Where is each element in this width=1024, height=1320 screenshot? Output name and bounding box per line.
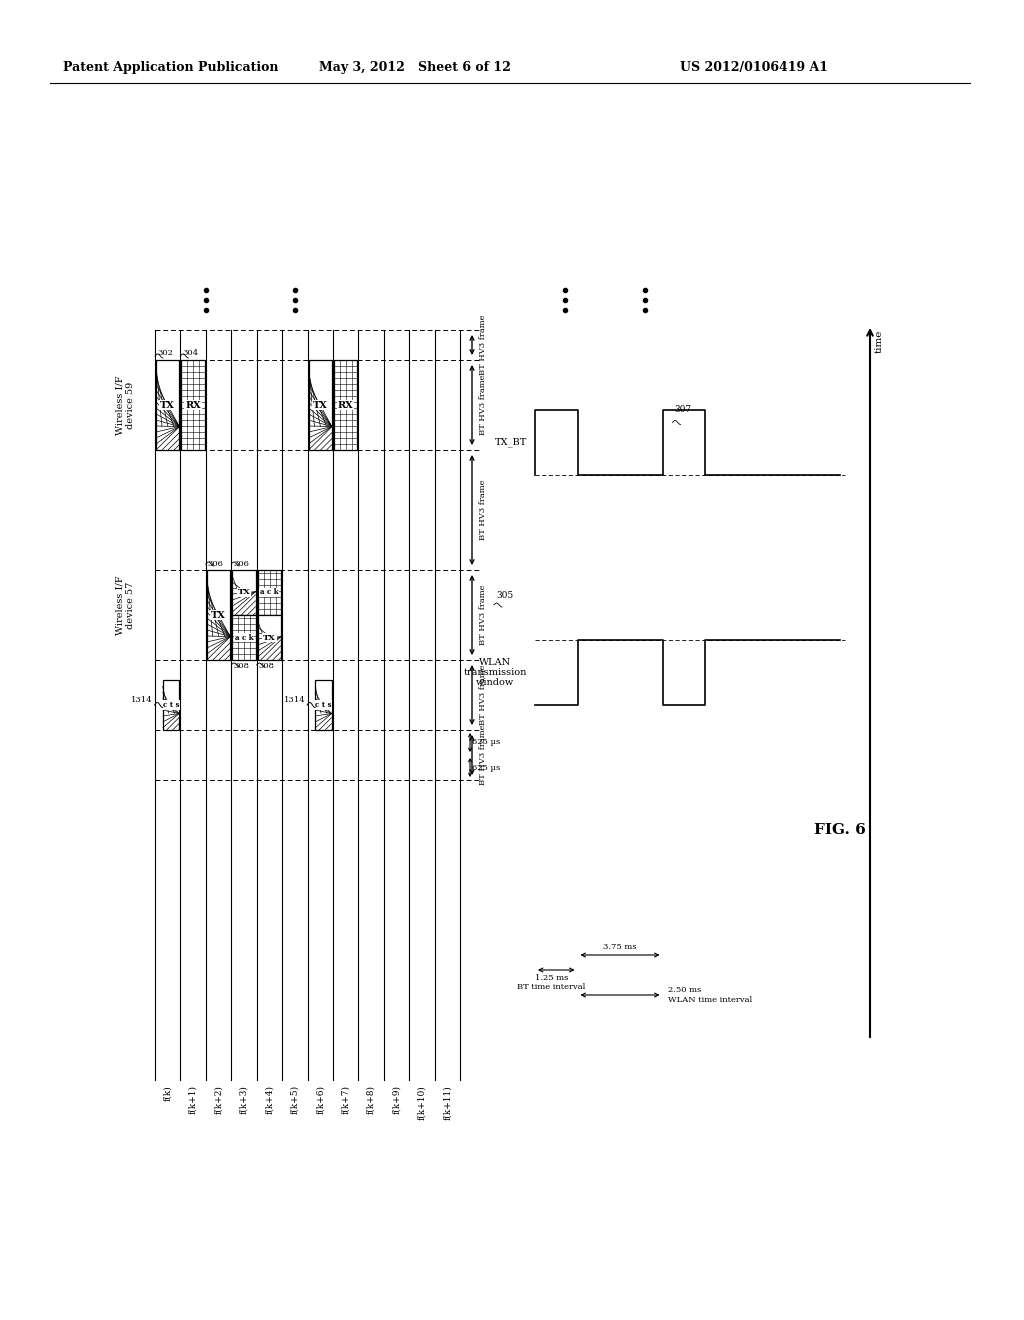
Text: TX: TX (238, 589, 250, 597)
Text: May 3, 2012   Sheet 6 of 12: May 3, 2012 Sheet 6 of 12 (319, 61, 511, 74)
Text: 304: 304 (182, 348, 199, 356)
Text: BT HV3 frame: BT HV3 frame (479, 375, 487, 436)
Text: RX: RX (338, 400, 353, 409)
Text: TX: TX (312, 400, 328, 409)
Bar (258, 615, 281, 660)
Text: TX: TX (263, 634, 275, 642)
Text: f(k+2): f(k+2) (214, 1085, 223, 1114)
Text: BT HV3 frame: BT HV3 frame (479, 725, 487, 785)
Text: f(k+1): f(k+1) (188, 1085, 198, 1114)
Bar (334, 360, 357, 450)
Text: f(k+4): f(k+4) (265, 1085, 273, 1114)
Text: 1.25 ms
BT time interval: 1.25 ms BT time interval (517, 974, 586, 991)
Text: time: time (874, 330, 884, 354)
Text: TX: TX (161, 400, 175, 409)
Bar (308, 360, 332, 450)
Text: Wireless I/F
device 57: Wireless I/F device 57 (116, 576, 135, 635)
Bar (232, 570, 256, 615)
Text: f(k+11): f(k+11) (442, 1085, 452, 1119)
Text: US 2012/0106419 A1: US 2012/0106419 A1 (680, 61, 828, 74)
Text: 1314: 1314 (284, 696, 305, 704)
Text: 308: 308 (259, 663, 274, 671)
Text: 308: 308 (233, 663, 249, 671)
Text: f(k+5): f(k+5) (290, 1085, 299, 1114)
Text: 625 µs: 625 µs (472, 738, 501, 747)
Text: Wireless I/F
device 59: Wireless I/F device 59 (116, 375, 135, 434)
Bar (232, 615, 256, 660)
Bar (181, 360, 205, 450)
Text: TX: TX (211, 610, 226, 619)
Bar (315, 680, 332, 730)
Text: a c k: a c k (260, 589, 279, 597)
Text: Patent Application Publication: Patent Application Publication (63, 61, 279, 74)
Text: 625 µs: 625 µs (472, 763, 501, 771)
Text: 306: 306 (233, 560, 249, 568)
Text: 3.75 ms: 3.75 ms (603, 942, 637, 950)
Text: 302: 302 (157, 348, 173, 356)
Text: 306: 306 (208, 560, 223, 568)
Text: a c k: a c k (234, 634, 253, 642)
Bar (163, 680, 179, 730)
Text: f(k+6): f(k+6) (315, 1085, 325, 1114)
Text: f(k+7): f(k+7) (341, 1085, 350, 1114)
Text: WLAN
transmission
window: WLAN transmission window (464, 657, 527, 688)
Text: f(k+9): f(k+9) (392, 1085, 401, 1114)
Text: TX_BT: TX_BT (495, 438, 527, 447)
Text: c t s: c t s (315, 701, 332, 709)
Text: BT HV3 frame: BT HV3 frame (479, 585, 487, 645)
Text: 305: 305 (496, 590, 513, 599)
Bar (156, 360, 179, 450)
Text: f(k+3): f(k+3) (240, 1085, 249, 1114)
Text: FIG. 6: FIG. 6 (814, 822, 866, 837)
Bar (258, 570, 281, 615)
Text: f(k+10): f(k+10) (418, 1085, 426, 1119)
Text: f(k): f(k) (163, 1085, 172, 1101)
Text: BT HV3 frame: BT HV3 frame (479, 314, 487, 375)
Text: BT HV3 frame: BT HV3 frame (479, 665, 487, 725)
Text: 1314: 1314 (131, 696, 153, 704)
Bar (207, 570, 230, 660)
Text: RX: RX (185, 400, 201, 409)
Text: 2.50 ms
WLAN time interval: 2.50 ms WLAN time interval (668, 986, 752, 1003)
Text: c t s: c t s (163, 701, 179, 709)
Text: 307: 307 (675, 405, 691, 414)
Text: f(k+8): f(k+8) (367, 1085, 376, 1114)
Text: BT HV3 frame: BT HV3 frame (479, 479, 487, 540)
